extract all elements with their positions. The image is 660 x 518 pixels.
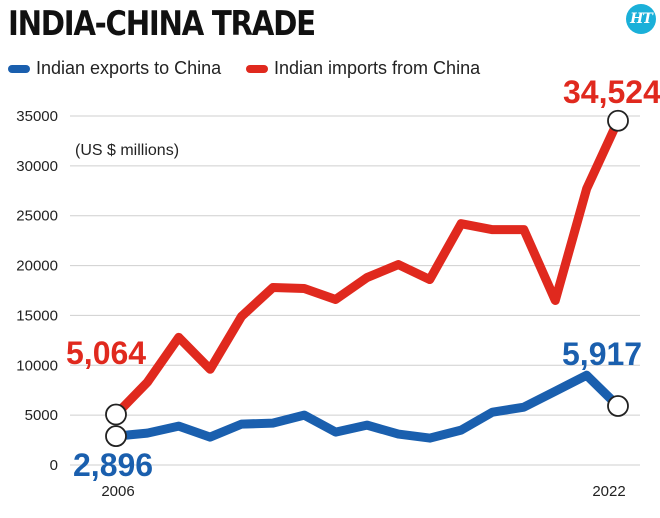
- marker-exports-end: [607, 395, 629, 417]
- y-tick-20000: 20000: [16, 258, 58, 275]
- unit-label: (US $ millions): [75, 142, 179, 159]
- legend-label-imports: Indian imports from China: [274, 58, 481, 78]
- marker-imports-end: [607, 109, 629, 132]
- chart-title: INDIA-CHINA TRADE: [8, 4, 316, 44]
- imports-end-label: 34,524: [563, 74, 660, 110]
- y-tick-5000: 5000: [25, 407, 58, 424]
- marker-imports-start: [105, 403, 127, 426]
- series-line-imports: [111, 116, 623, 420]
- y-tick-30000: 30000: [16, 158, 58, 175]
- x-start-label: 2006: [101, 483, 134, 500]
- y-tick-10000: 10000: [16, 357, 58, 374]
- legend-swatch-exports: [8, 65, 30, 73]
- y-axis-ticks: 0 5000 10000 15000 20000 25000 30000 35000: [16, 108, 58, 474]
- legend-swatch-imports: [246, 65, 268, 73]
- y-tick-25000: 25000: [16, 208, 58, 225]
- ht-logo: HT: [626, 4, 656, 34]
- exports-start-label: 2,896: [73, 447, 153, 483]
- legend-label-exports: Indian exports to China: [36, 58, 222, 78]
- grid-lines: [70, 115, 640, 466]
- y-tick-15000: 15000: [16, 307, 58, 324]
- y-tick-35000: 35000: [16, 108, 58, 125]
- exports-end-label: 5,917: [562, 336, 642, 372]
- end-markers: [105, 109, 629, 448]
- series-line-exports: [111, 370, 623, 443]
- marker-exports-start: [105, 425, 127, 448]
- y-tick-0: 0: [50, 457, 58, 474]
- imports-start-label: 5,064: [66, 335, 146, 371]
- series-lines: [111, 116, 623, 443]
- x-end-label: 2022: [592, 483, 625, 500]
